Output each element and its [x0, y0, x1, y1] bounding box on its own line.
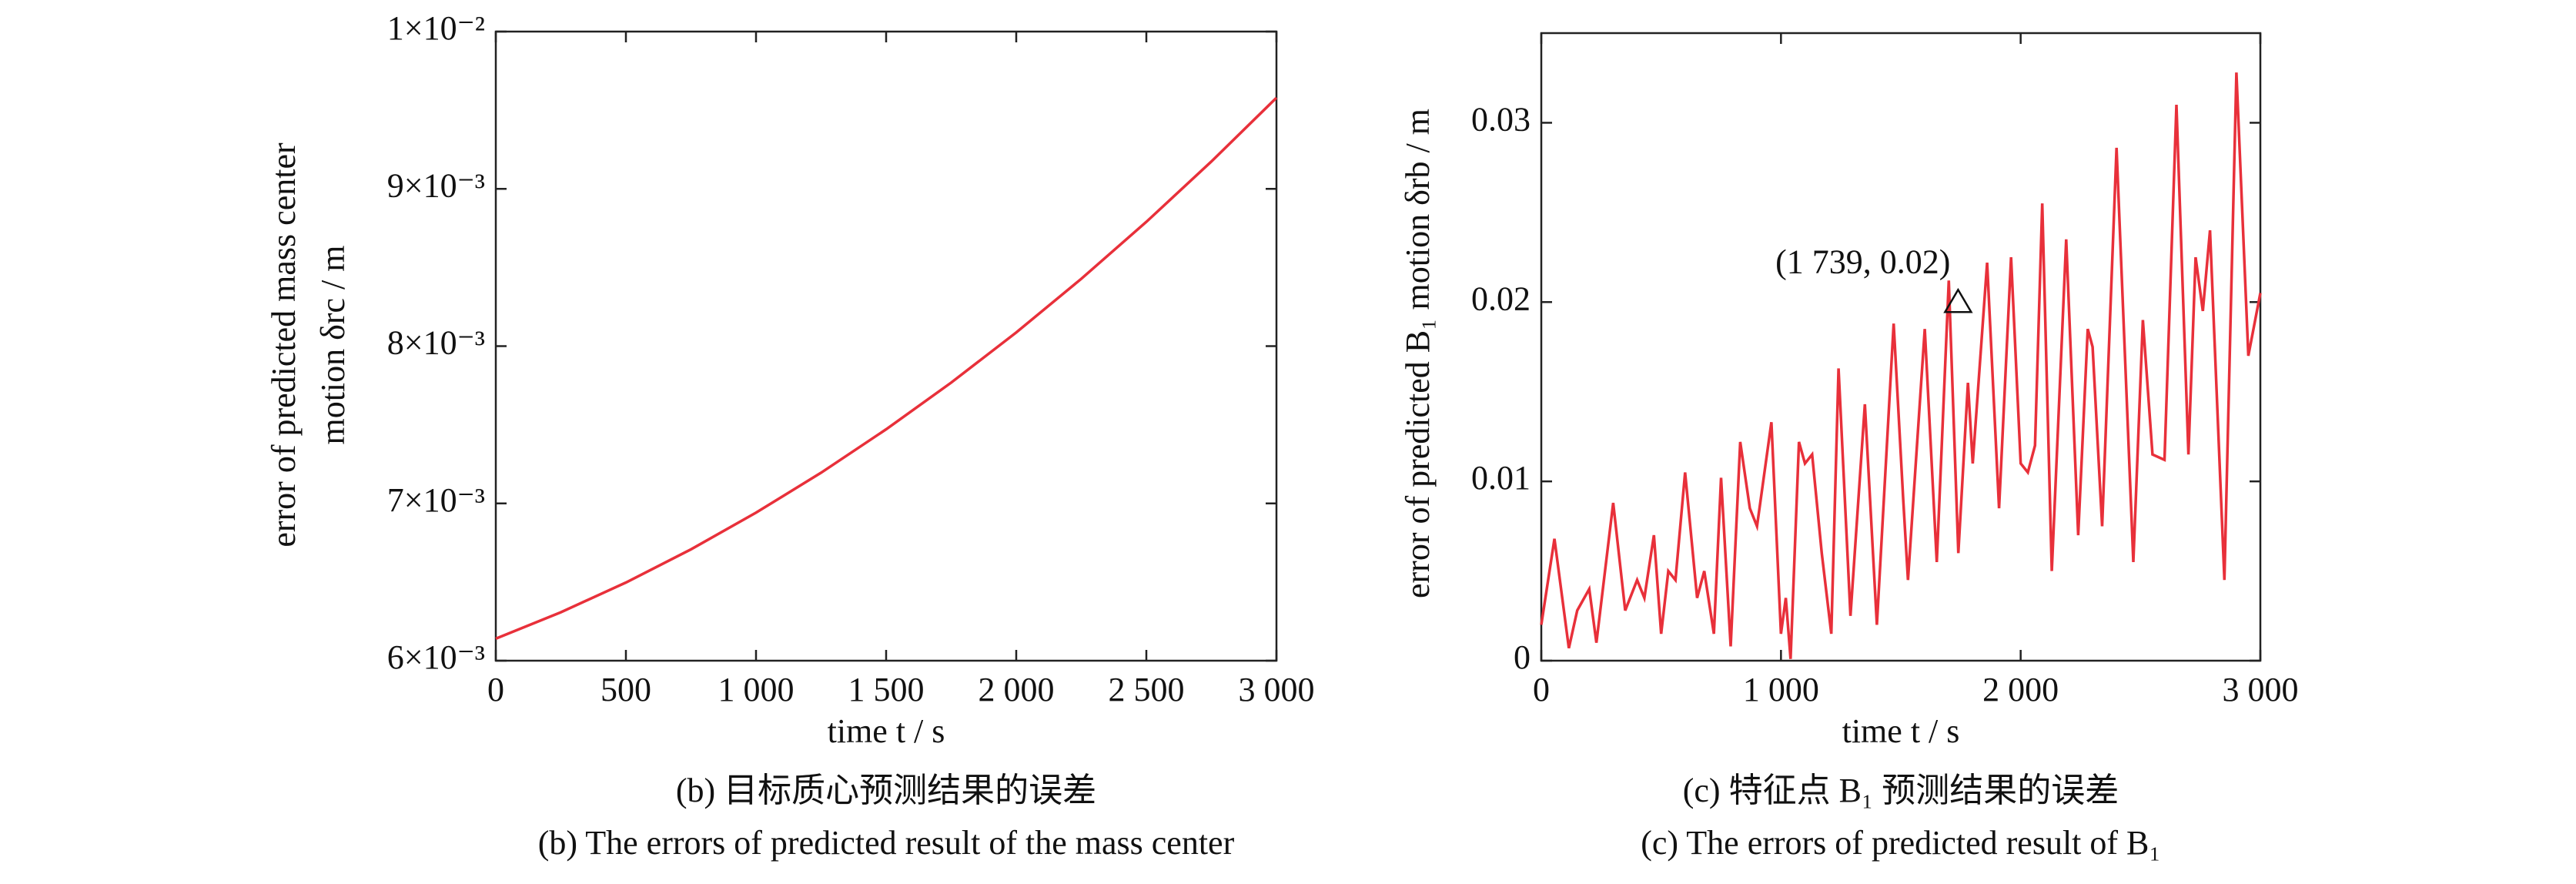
x-tick-label: 2 500	[1109, 671, 1185, 708]
y-tick-label: 8×10⁻³	[387, 324, 485, 362]
y-tick-label: 0.02	[1471, 280, 1531, 317]
y-axis-label: error of predicted mass center	[265, 142, 303, 547]
x-axis-label: time t / s	[828, 712, 945, 750]
x-tick-label: 1 000	[718, 671, 795, 708]
y-tick-label: 1×10⁻²	[387, 9, 485, 47]
x-tick-label: 2 000	[979, 671, 1055, 708]
plot-frame	[1540, 32, 2262, 662]
caption: (b) The errors of predicted result of th…	[538, 824, 1235, 862]
y-tick-label: 9×10⁻³	[387, 166, 485, 204]
y-axis-label: motion δrc / m	[314, 245, 352, 444]
x-tick-label: 2 000	[1982, 671, 2059, 708]
x-tick-label: 0	[1533, 671, 1550, 708]
caption: (b) 目标质心预测结果的误差	[676, 772, 1096, 809]
y-tick-label: 0.03	[1471, 101, 1531, 139]
annotation-label: (1 739, 0.02)	[1775, 243, 1950, 280]
x-tick-label: 500	[601, 671, 651, 708]
x-tick-label: 3 000	[2223, 671, 2299, 708]
caption: (c) The errors of predicted result of B₁	[1641, 824, 2161, 862]
x-tick-label: 3 000	[1239, 671, 1315, 708]
y-tick-label: 0.01	[1471, 459, 1531, 497]
caption: (c) 特征点 B₁ 预测结果的误差	[1683, 772, 2119, 809]
y-tick-label: 0	[1514, 638, 1531, 676]
x-tick-label: 1 000	[1743, 671, 1819, 708]
y-axis-label: error of predicted B₁ motion δrb / m	[1399, 109, 1437, 598]
y-tick-label: 7×10⁻³	[387, 481, 485, 519]
plot-frame	[494, 30, 1278, 662]
data-line	[1540, 72, 2262, 659]
x-axis-label: time t / s	[1842, 712, 1960, 750]
y-tick-label: 6×10⁻³	[387, 638, 485, 676]
data-line	[495, 96, 1278, 641]
x-tick-label: 1 500	[848, 671, 925, 708]
annotation-marker	[1943, 287, 1973, 313]
x-tick-label: 0	[487, 671, 504, 708]
